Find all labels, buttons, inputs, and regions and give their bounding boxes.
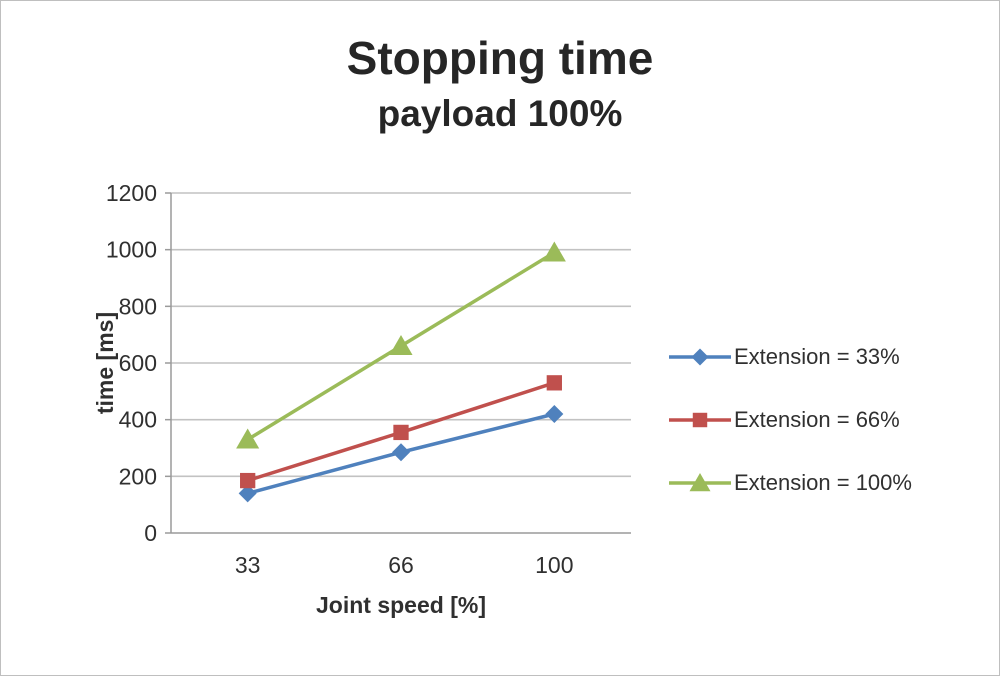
series-marker-square <box>546 375 562 391</box>
legend-label: Extension = 66% <box>734 406 900 432</box>
series-marker-diamond <box>392 443 410 462</box>
legend-marker-sample <box>692 412 708 427</box>
y-axis-tick-label: 1000 <box>106 237 157 263</box>
chart-title: Stopping time <box>346 32 654 84</box>
legend-item: Extension = 33% <box>669 325 912 388</box>
legend-item: Extension = 100% <box>669 451 912 514</box>
legend-square-icon <box>669 412 731 427</box>
legend-marker-sample <box>691 348 709 365</box>
series-marker-diamond <box>545 405 564 423</box>
legend-label: Extension = 33% <box>734 343 900 369</box>
y-axis-tick-label: 400 <box>119 407 157 433</box>
legend: Extension = 33% Extension = 66% Extension … <box>669 325 912 514</box>
y-axis-tick-label: 800 <box>119 293 157 319</box>
x-axis-tick-label: 33 <box>235 552 261 578</box>
series-marker-diamond <box>238 484 257 503</box>
legend-label: Extension = 100% <box>734 469 912 495</box>
y-axis-tick-label: 1200 <box>106 180 157 206</box>
series-marker-triangle <box>542 241 566 262</box>
series-marker-square <box>393 424 409 441</box>
series-marker-triangle <box>236 428 260 449</box>
chart-subtitle: payload 100% <box>377 93 623 134</box>
y-axis-tick-label: 200 <box>119 463 157 489</box>
legend-item: Extension = 66% <box>669 388 912 451</box>
legend-triangle-icon <box>669 472 731 491</box>
legend-diamond-icon <box>669 348 731 365</box>
y-axis-tick-label: 0 <box>144 520 157 546</box>
x-axis-tick-label: 100 <box>535 552 573 578</box>
y-axis-tick-label: 600 <box>119 350 157 376</box>
series-marker-triangle <box>389 335 413 356</box>
y-axis-title: time [ms] <box>92 312 118 414</box>
series-marker-square <box>240 472 256 489</box>
legend-marker-sample <box>689 472 711 491</box>
x-axis-tick-label: 66 <box>388 552 414 578</box>
x-axis-title: Joint speed [%] <box>316 592 486 618</box>
